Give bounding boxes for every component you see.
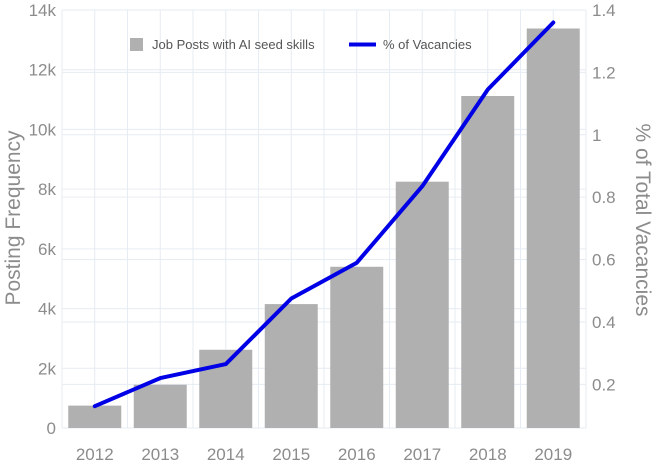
y-left-tick-label: 8k [38,180,56,199]
legend-label-line: % of Vacancies [383,37,472,52]
y-left-tick-label: 14k [29,1,57,20]
bar-2019 [526,28,580,429]
y-right-tick-label: 1 [592,126,601,145]
legend: Job Posts with AI seed skills % of Vacan… [130,37,472,52]
x-tick-label: 2016 [338,445,376,464]
x-tick-label: 2014 [207,445,245,464]
x-tick-label: 2013 [141,445,179,464]
y-left-axis-title: Posting Frequency [2,130,25,306]
x-tick-label: 2017 [403,445,441,464]
y-right-axis-title: % of Total Vacancies [631,124,654,317]
x-tick-label: 2015 [272,445,310,464]
axes: 0 2k 4k 6k 8k 10k 12k 14k 0.2 0.4 0.6 0.8 1 1.2 1.4 201… [29,1,616,464]
bar-2013 [133,384,187,428]
line-series [92,20,556,409]
y-right-tick-label: 1.4 [592,1,616,20]
y-right-tick-label: 0.8 [592,188,616,207]
y-left-tick-label: 12k [29,61,57,80]
bar-2016 [330,266,384,428]
y-right-tick-label: 0.2 [592,375,616,394]
x-tick-label: 2018 [469,445,507,464]
y-left-tick-label: 2k [38,359,56,378]
legend-swatch-bars [130,38,143,51]
y-left-tick-label: 0 [47,419,56,438]
y-left-tick-label: 10k [29,120,57,139]
y-right-tick-label: 0.6 [592,251,616,270]
x-tick-label: 2012 [76,445,114,464]
y-left-tick-label: 4k [38,300,56,319]
y-right-tick-label: 1.2 [592,63,616,82]
y-left-tick-label: 6k [38,240,56,259]
bar-2012 [68,405,122,428]
vacancy-percentage-line [92,20,556,409]
legend-label-bars: Job Posts with AI seed skills [152,37,315,52]
bar-2018 [461,95,515,428]
y-right-tick-label: 0.4 [592,313,616,332]
x-tick-label: 2019 [534,445,572,464]
bar-2015 [264,304,318,428]
bar-2017 [395,181,449,428]
